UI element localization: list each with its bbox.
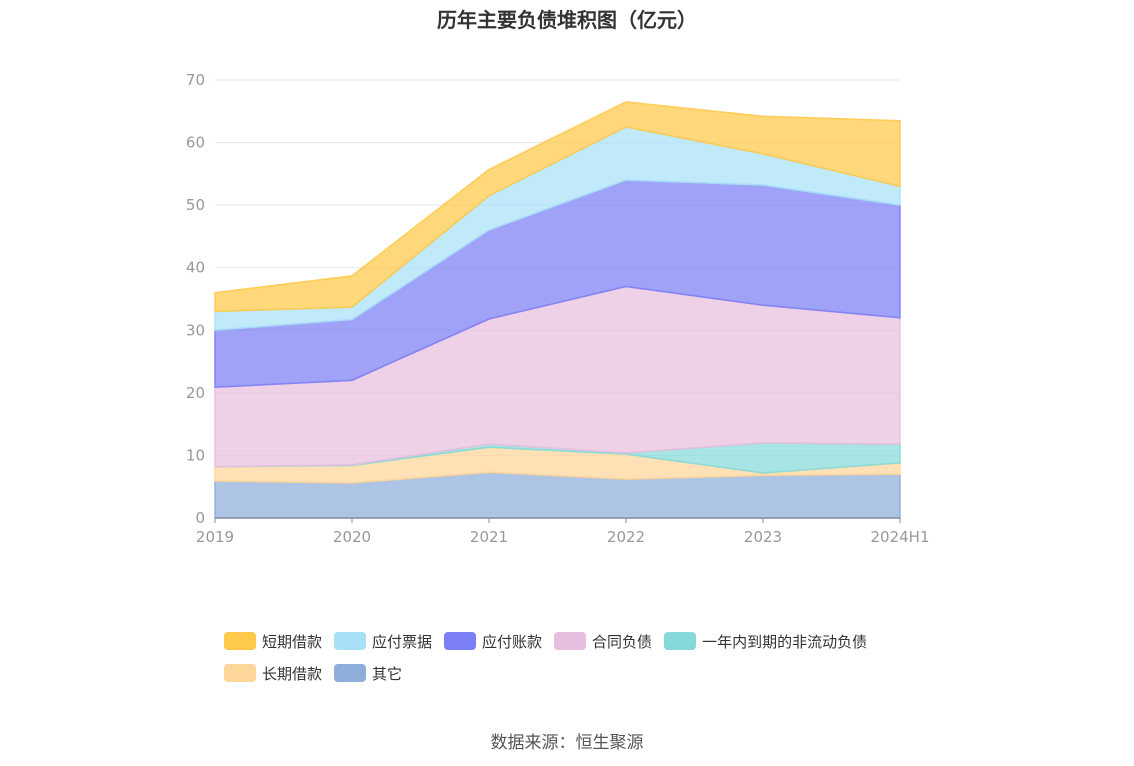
- legend-item[interactable]: 应付票据: [334, 630, 432, 652]
- x-tick-label: 2024H1: [871, 528, 930, 546]
- legend-label: 长期借款: [262, 664, 323, 683]
- legend-label: 一年内到期的非流动负债: [702, 632, 868, 651]
- legend-item[interactable]: 长期借款: [224, 662, 322, 684]
- y-tick-label: 10: [186, 446, 205, 464]
- legend-swatch: [554, 632, 587, 650]
- x-tick-label: 2020: [333, 528, 371, 546]
- legend-item[interactable]: 一年内到期的非流动负债: [664, 630, 867, 652]
- area-series-短期借款: [214, 101, 901, 313]
- legend-label: 应付票据: [372, 632, 433, 651]
- y-tick-label: 50: [186, 196, 205, 214]
- chart-title: 历年主要负债堆积图（亿元）: [437, 8, 697, 32]
- y-tick-label: 40: [186, 259, 205, 277]
- legend-label: 短期借款: [262, 632, 323, 651]
- legend-swatch: [224, 632, 256, 650]
- legend-item[interactable]: 短期借款: [224, 630, 322, 652]
- legend-swatch: [334, 632, 367, 650]
- legend-label: 合同负债: [592, 632, 653, 651]
- legend-swatch: [334, 664, 367, 682]
- legend-item[interactable]: 合同负债: [554, 630, 652, 652]
- legend-swatch: [224, 664, 256, 682]
- y-tick-label: 30: [186, 321, 205, 339]
- y-tick-label: 60: [186, 134, 205, 152]
- legend-label: 应付账款: [482, 632, 543, 651]
- legend-item[interactable]: 其它: [334, 662, 402, 684]
- y-tick-label: 0: [195, 509, 205, 527]
- x-tick-label: 2023: [744, 528, 782, 546]
- source-note: 数据来源：恒生聚源: [490, 733, 644, 753]
- y-tick-label: 70: [186, 71, 205, 89]
- legend-swatch: [664, 632, 697, 650]
- x-tick-label: 2019: [196, 528, 234, 546]
- chart-legend: 短期借款 应付票据 应付账款 合同负债 一年内到期的非流动负债长期借款 其它: [224, 630, 944, 694]
- x-tick-label: 2022: [607, 528, 645, 546]
- legend-swatch: [444, 632, 477, 650]
- legend-item[interactable]: 应付账款: [444, 630, 542, 652]
- x-tick-label: 2021: [470, 528, 508, 546]
- legend-label: 其它: [372, 664, 403, 683]
- y-tick-label: 20: [186, 384, 205, 402]
